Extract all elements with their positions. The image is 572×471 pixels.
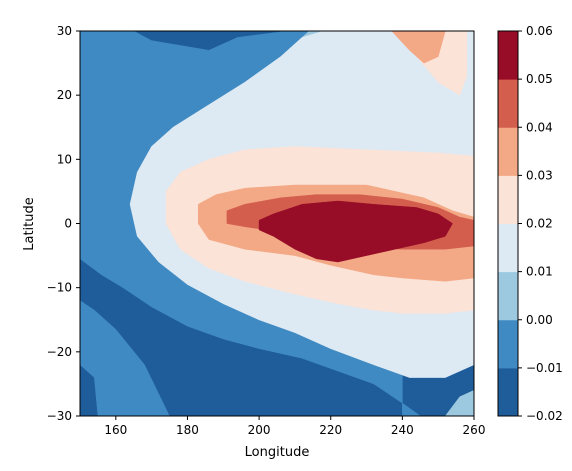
colorbar-segment — [498, 319, 518, 369]
colorbar-tick-label: 0.06 — [526, 24, 553, 38]
contour-band-2-region-1 — [445, 390, 474, 416]
y-axis-label: Latitude — [22, 197, 37, 251]
contour-band-1-region-4 — [402, 402, 421, 416]
x-tick-label: 220 — [319, 423, 342, 437]
x-tick-label: 160 — [104, 423, 127, 437]
contour-band-0-region-0 — [133, 31, 288, 41]
y-tick-label: −30 — [47, 409, 72, 423]
colorbar-tick-label: 0.02 — [526, 217, 553, 231]
x-axis-label: Longitude — [245, 445, 310, 460]
y-tick-label: −20 — [47, 345, 72, 359]
y-tick-label: 20 — [57, 88, 72, 102]
colorbar-tick-label: 0.04 — [526, 120, 553, 134]
y-tick-label: 0 — [64, 217, 72, 231]
x-tick-label: 240 — [391, 423, 414, 437]
contour-band-5-region-0 — [391, 31, 446, 64]
x-tick-label: 180 — [176, 423, 199, 437]
colorbar-segment — [498, 271, 518, 321]
y-tick-label: 30 — [57, 24, 72, 38]
colorbar-tick-label: 0.01 — [526, 265, 553, 279]
colorbar-segment — [498, 367, 518, 417]
contour-band-1-region-3 — [80, 300, 170, 416]
colorbar-segment — [498, 223, 518, 273]
colorbar-tick-label: −0.02 — [526, 409, 563, 423]
y-tick-label: 10 — [57, 152, 72, 166]
colorbar-tick-label: 0.05 — [526, 72, 553, 86]
colorbar: −0.02 −0.01 0.00 0.01 0.02 0.03 0.04 0.05 0.06 — [497, 24, 563, 423]
colorbar-segment — [498, 79, 518, 128]
y-tick-label: −10 — [47, 281, 72, 295]
x-tick-label: 260 — [463, 423, 486, 437]
colorbar-tick-label: −0.01 — [526, 361, 563, 375]
colorbar-segment — [498, 127, 518, 176]
contour-band-7-region-0 — [258, 200, 453, 263]
x-axis: 160 180 200 220 240 260 — [104, 416, 485, 437]
colorbar-segment — [498, 175, 518, 224]
colorbar-segment — [498, 31, 518, 80]
x-tick-label: 200 — [248, 423, 271, 437]
colorbar-tick-label: 0.00 — [526, 313, 553, 327]
colorbar-tick-label: 0.03 — [526, 168, 553, 182]
y-axis: −30 −20 −10 0 10 20 30 — [47, 24, 80, 423]
plot-area — [79, 30, 475, 417]
